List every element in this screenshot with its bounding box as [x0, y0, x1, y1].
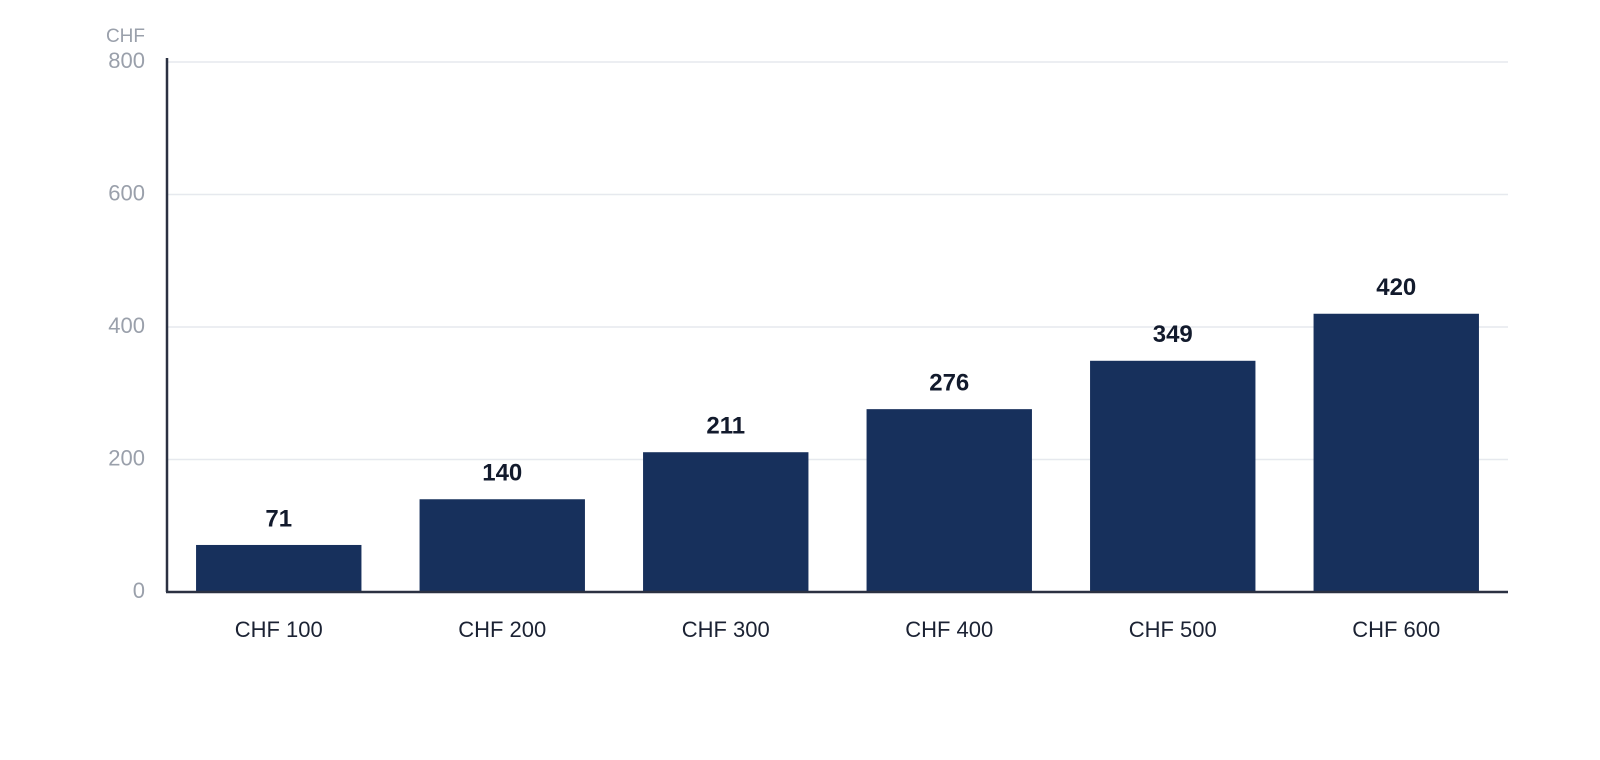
value-label: 211	[706, 413, 745, 440]
value-label: 276	[929, 369, 969, 396]
y-tick-label: 0	[133, 578, 145, 603]
x-tick-label: CHF 300	[682, 617, 770, 642]
value-label: 71	[265, 505, 292, 532]
x-tick-label: CHF 600	[1352, 617, 1440, 642]
bar	[419, 499, 585, 592]
bar	[196, 544, 362, 592]
bar	[1313, 313, 1479, 592]
x-tick-label: CHF 100	[235, 617, 323, 642]
y-tick-label: 400	[108, 313, 145, 338]
y-axis-label: CHF	[106, 26, 145, 47]
y-tick-label: 800	[108, 48, 145, 73]
y-tick-label: 200	[108, 445, 145, 470]
x-tick-label: CHF 500	[1129, 617, 1217, 642]
value-label: 349	[1153, 321, 1193, 348]
value-label: 420	[1376, 274, 1416, 301]
y-tick-label: 600	[108, 180, 145, 205]
x-tick-label: CHF 200	[458, 617, 546, 642]
bar	[866, 409, 1032, 592]
bar	[643, 452, 809, 592]
bar	[1090, 360, 1256, 592]
value-label: 140	[482, 460, 522, 487]
x-tick-label: CHF 400	[905, 617, 993, 642]
